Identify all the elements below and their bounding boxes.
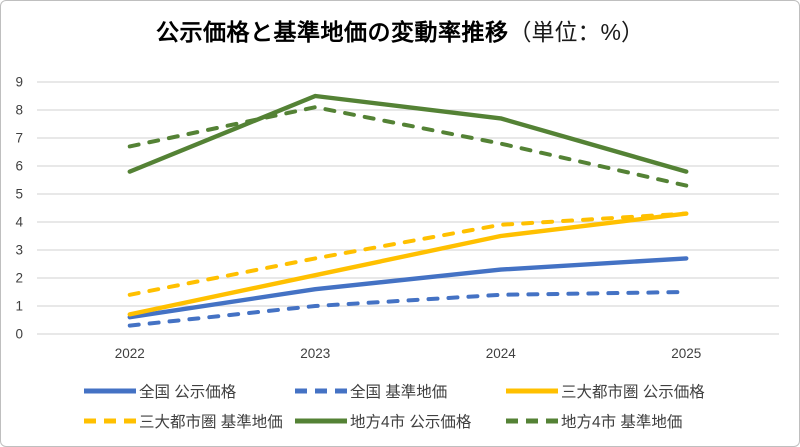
legend-item-3: 三大都市圏 公示価格 [502, 376, 713, 406]
legend-swatch-solid [84, 388, 136, 394]
y-tick-label: 7 [15, 131, 23, 146]
series-line-5 [127, 93, 689, 174]
legend-item-1: 全国 公示価格 [80, 376, 291, 406]
series-line-3 [127, 211, 689, 317]
chart-title-main: 公示価格と基準地価の変動率推移 [156, 19, 509, 45]
y-tick-label: 3 [15, 243, 23, 258]
y-tick-label: 5 [15, 187, 23, 202]
y-tick-label: 0 [15, 327, 23, 342]
legend-swatch-dashed [84, 418, 136, 424]
legend-item-5: 地方4市 公示価格 [291, 406, 502, 436]
y-tick-label: 1 [15, 299, 23, 314]
x-tick-label: 2025 [671, 346, 701, 361]
y-tick-label: 8 [15, 103, 23, 118]
x-tick-label: 2024 [486, 346, 517, 361]
legend-item-2: 全国 基準地価 [291, 376, 502, 406]
legend-swatch-solid [295, 418, 347, 424]
legend-item-6: 地方4市 基準地価 [502, 406, 713, 436]
legend-label: 地方4市 公示価格 [350, 414, 472, 431]
legend-swatch-dashed [506, 418, 558, 424]
legend-label: 三大都市圏 基準地価 [139, 414, 283, 431]
series-line-6 [127, 105, 689, 188]
chart-title-unit: （単位：%） [508, 19, 644, 45]
legend-label: 全国 基準地価 [350, 384, 448, 401]
y-tick-label: 6 [15, 159, 23, 174]
legend-label: 三大都市圏 公示価格 [561, 384, 705, 401]
series-line-1 [127, 256, 689, 320]
chart-title: 公示価格と基準地価の変動率推移（単位：%） [1, 17, 799, 47]
chart-legend-rows: 全国 公示価格 全国 基準地価 三大都市圏 公示価格三大都市圏 基準地価 地方4市 公… [80, 376, 720, 436]
legend-item-4: 三大都市圏 基準地価 [80, 406, 291, 436]
legend-label: 全国 公示価格 [139, 384, 237, 401]
series-line-4 [127, 211, 689, 297]
x-tick-label: 2022 [115, 346, 145, 361]
y-tick-label: 2 [15, 271, 23, 286]
legend-swatch-solid [506, 388, 558, 394]
chart-legend: 全国 公示価格 全国 基準地価 三大都市圏 公示価格三大都市圏 基準地価 地方4市 公… [1, 376, 799, 436]
y-tick-label: 4 [15, 215, 23, 230]
legend-swatch-dashed [295, 388, 347, 394]
y-tick-label: 9 [15, 75, 23, 90]
legend-label: 地方4市 基準地価 [561, 414, 683, 431]
series-line-2 [127, 290, 689, 328]
x-tick-label: 2023 [300, 346, 330, 361]
